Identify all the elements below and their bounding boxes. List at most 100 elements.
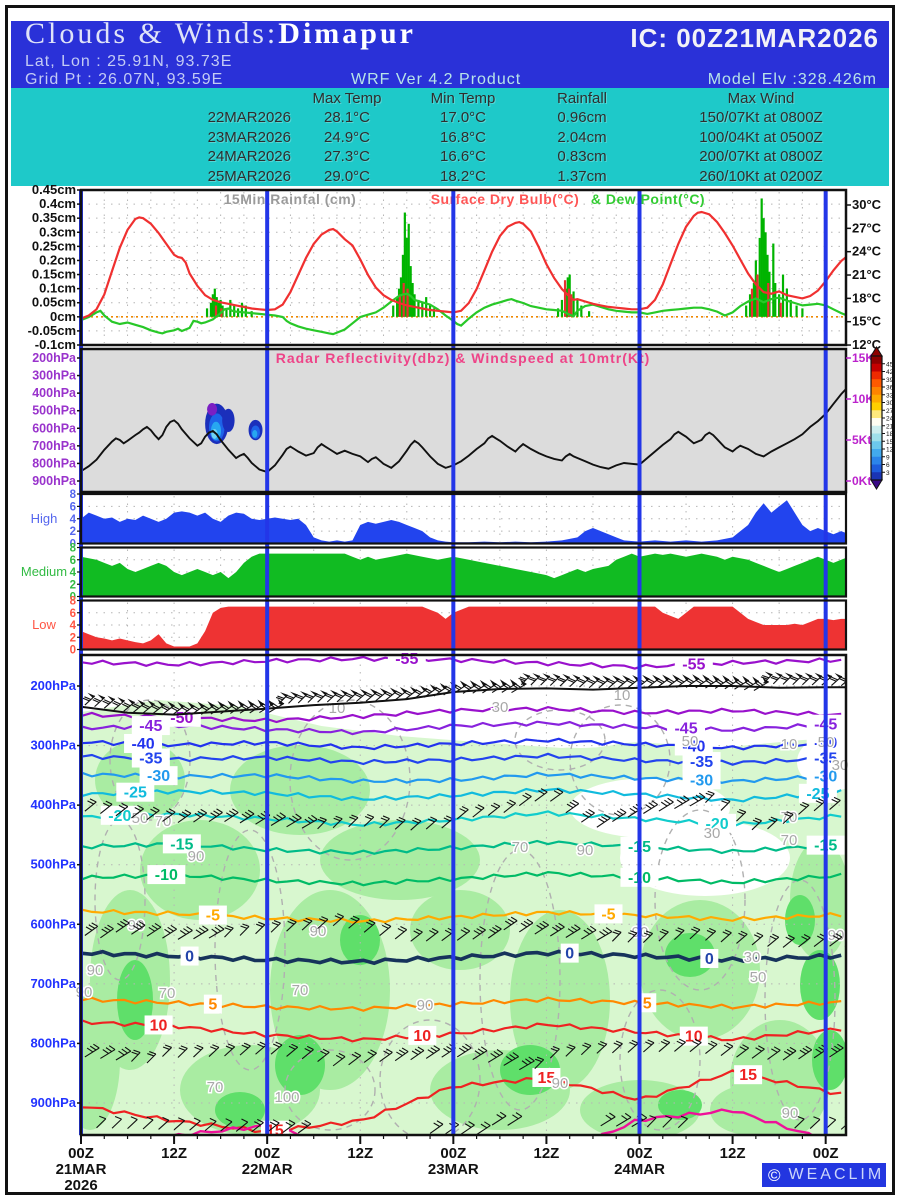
cross-section-panel bbox=[81, 690, 846, 1135]
svg-text:70: 70 bbox=[292, 982, 309, 999]
svg-text:18: 18 bbox=[886, 431, 894, 438]
svg-text:800hPa: 800hPa bbox=[30, 1035, 76, 1050]
table-cell: Rainfall bbox=[556, 90, 608, 107]
table-cell: 18.2°C bbox=[439, 167, 487, 185]
low-cloud-area bbox=[81, 606, 846, 650]
svg-text:0.25cm: 0.25cm bbox=[32, 238, 76, 253]
table-cell: Max Wind bbox=[727, 90, 795, 107]
svg-text:900hPa: 900hPa bbox=[32, 474, 77, 488]
high-cloud-area bbox=[81, 500, 846, 544]
svg-text:15: 15 bbox=[886, 439, 894, 446]
table-header-row: Max Temp Min Temp Rainfall Max Wind bbox=[11, 90, 889, 107]
svg-text:00Z: 00Z bbox=[440, 1145, 466, 1162]
svg-text:-20: -20 bbox=[706, 816, 729, 833]
svg-text:90: 90 bbox=[76, 984, 93, 1001]
svg-text:-5: -5 bbox=[601, 906, 615, 923]
svg-text:0: 0 bbox=[565, 946, 574, 963]
svg-text:33: 33 bbox=[886, 392, 894, 399]
svg-text:9: 9 bbox=[886, 454, 890, 461]
svg-text:600hPa: 600hPa bbox=[30, 916, 76, 931]
table-cell: 200/07Kt at 0800Z bbox=[699, 148, 823, 165]
svg-text:400hPa: 400hPa bbox=[30, 797, 76, 812]
svg-text:-30: -30 bbox=[690, 772, 713, 789]
table-row: 25MAR2026 29.0°C 18.2°C 1.37cm 260/10Kt at 0… bbox=[11, 168, 889, 185]
svg-text:23MAR: 23MAR bbox=[428, 1161, 479, 1178]
surface-panel: 15Min Rainfal (cm) Surface Dry Bulb(°C) & … bbox=[81, 191, 846, 336]
grid-pt: Grid Pt : 26.07N, 93.59E bbox=[25, 71, 224, 88]
svg-text:90: 90 bbox=[577, 842, 594, 859]
svg-text:00Z: 00Z bbox=[68, 1145, 94, 1162]
svg-text:36: 36 bbox=[886, 385, 894, 392]
svg-text:2026: 2026 bbox=[64, 1177, 97, 1194]
svg-text:24MAR: 24MAR bbox=[614, 1161, 665, 1178]
svg-text:-40: -40 bbox=[682, 738, 705, 755]
svg-text:4: 4 bbox=[70, 620, 77, 632]
svg-text:90: 90 bbox=[417, 997, 434, 1014]
svg-text:5: 5 bbox=[643, 995, 652, 1012]
svg-text:0.05cm: 0.05cm bbox=[32, 295, 76, 310]
svg-text:-55: -55 bbox=[395, 651, 418, 668]
svg-text:-20: -20 bbox=[108, 808, 131, 825]
svg-text:12°C: 12°C bbox=[852, 337, 882, 352]
svg-text:90: 90 bbox=[782, 1105, 799, 1122]
svg-text:12Z: 12Z bbox=[347, 1145, 373, 1162]
svg-text:900hPa: 900hPa bbox=[30, 1095, 76, 1110]
table-row: 24MAR2026 27.3°C 16.6°C 0.83cm 200/07Kt at 0… bbox=[11, 148, 889, 165]
svg-text:-50: -50 bbox=[170, 710, 193, 727]
svg-text:0: 0 bbox=[70, 592, 76, 604]
contour-20 bbox=[169, 1108, 815, 1135]
svg-text:2: 2 bbox=[70, 632, 76, 644]
svg-text:-45: -45 bbox=[139, 718, 162, 735]
weaclim-badge: © WEACLIM bbox=[762, 1163, 886, 1187]
svg-text:12Z: 12Z bbox=[533, 1145, 559, 1162]
table-cell: 23MAR2026 bbox=[207, 128, 291, 146]
table-cell: 260/10Kt at 0200Z bbox=[699, 167, 823, 185]
table-cell: 2.04cm bbox=[557, 128, 607, 146]
product-label: WRF Ver 4.2 Product bbox=[351, 71, 522, 88]
svg-text:6: 6 bbox=[70, 555, 76, 567]
table-cell: 25MAR2026 bbox=[207, 167, 291, 185]
svg-text:15Min Rainfal (cm): 15Min Rainfal (cm) bbox=[224, 191, 357, 207]
svg-text:21°C: 21°C bbox=[852, 267, 882, 282]
svg-text:30: 30 bbox=[886, 400, 894, 407]
svg-text:50: 50 bbox=[750, 969, 767, 986]
table-cell: 16.6°C bbox=[439, 148, 487, 165]
svg-text:10: 10 bbox=[150, 1017, 168, 1034]
svg-text:00Z: 00Z bbox=[254, 1145, 280, 1162]
copyright-icon: © bbox=[768, 1165, 781, 1185]
title-city: Dimapur bbox=[278, 17, 416, 50]
svg-text:0cm: 0cm bbox=[50, 309, 76, 324]
svg-text:12Z: 12Z bbox=[161, 1145, 187, 1162]
radar-panel: Radar Reflectivity(dbz) & Windspeed at 1… bbox=[81, 350, 846, 474]
svg-text:4: 4 bbox=[70, 567, 77, 579]
svg-text:70: 70 bbox=[207, 1079, 224, 1096]
cloud-panel-high bbox=[81, 500, 846, 544]
dry-bulb-line bbox=[81, 210, 846, 320]
axis-labels: 0.45cm0.4cm0.35cm0.3cm0.25cm0.2cm0.15cm0… bbox=[21, 182, 882, 1110]
svg-text:8: 8 bbox=[70, 543, 77, 555]
svg-text:Radar Reflectivity(dbz) & Wind: Radar Reflectivity(dbz) & Windspeed at 1… bbox=[276, 350, 651, 366]
brand-label: WEACLIM bbox=[788, 1166, 885, 1183]
svg-text:-15: -15 bbox=[170, 836, 193, 853]
title-prefix: Clouds & Winds: bbox=[25, 17, 279, 50]
svg-text:27: 27 bbox=[886, 408, 894, 415]
svg-text:800hPa: 800hPa bbox=[32, 456, 77, 470]
svg-text:70: 70 bbox=[159, 985, 176, 1002]
svg-text:0: 0 bbox=[70, 539, 76, 551]
contour--45 bbox=[81, 720, 842, 736]
svg-text:42: 42 bbox=[886, 369, 894, 376]
svg-text:30: 30 bbox=[744, 949, 761, 966]
svg-text:-35: -35 bbox=[139, 751, 162, 768]
svg-text:6: 6 bbox=[70, 608, 76, 620]
svg-text:5Kt: 5Kt bbox=[852, 433, 871, 447]
svg-text:6: 6 bbox=[886, 462, 890, 469]
svg-text:12Z: 12Z bbox=[720, 1145, 746, 1162]
svg-text:0: 0 bbox=[70, 645, 76, 657]
svg-text:100: 100 bbox=[274, 1089, 299, 1106]
svg-text:15°C: 15°C bbox=[852, 314, 882, 329]
svg-text:0.15cm: 0.15cm bbox=[32, 267, 76, 282]
svg-text:90: 90 bbox=[188, 848, 205, 865]
contour--55 bbox=[81, 655, 842, 670]
cloud-panels bbox=[81, 500, 846, 650]
